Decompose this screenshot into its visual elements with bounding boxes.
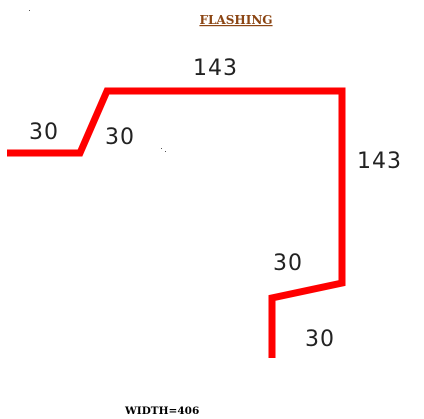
flashing-profile-line	[7, 87, 346, 358]
segment-label-top: 143	[193, 56, 238, 81]
diagram-title: FLASHING	[199, 13, 272, 27]
total-width-label: WIDTH=406	[124, 405, 199, 417]
segment-label-left-flange: 30	[29, 120, 59, 145]
segment-label-bottom-drip: 30	[305, 327, 335, 352]
segment-label-left-slope: 30	[105, 125, 135, 150]
speck	[161, 148, 162, 149]
speck	[29, 10, 30, 11]
speck	[165, 151, 166, 152]
segment-label-bottom-kick: 30	[273, 251, 303, 276]
segment-label-right-side: 143	[357, 149, 402, 174]
